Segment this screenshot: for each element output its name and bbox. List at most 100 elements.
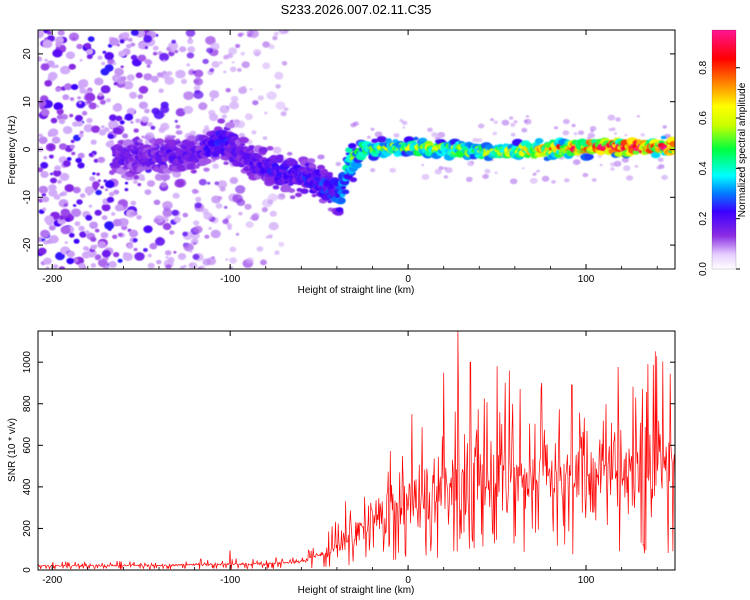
spectrogram-noise-cell — [133, 174, 139, 180]
spectrogram-noise-cell — [183, 264, 187, 268]
spectrogram-noise-cell — [147, 253, 152, 258]
spectrogram-noise-cell — [78, 101, 82, 105]
spectrogram-noise-cell — [443, 175, 449, 179]
spectrogram-noise-cell — [192, 70, 196, 74]
spectrogram-noise-cell — [77, 152, 85, 159]
spectrogram-noise-cell — [153, 218, 160, 224]
spectrogram-noise-cell — [38, 236, 43, 243]
spectrogram-noise-cell — [59, 192, 64, 197]
spectrogram-ridge-cell — [217, 118, 226, 124]
spectrogram-noise-cell — [138, 85, 149, 94]
spectrogram-ridge-cell — [258, 146, 268, 153]
spectrogram-noise-cell — [249, 216, 253, 220]
spectrogram-ridge-cell — [223, 161, 229, 165]
spectrogram-noise-cell — [187, 38, 194, 45]
spectrogram-noise-cell — [374, 131, 383, 138]
spectrogram-noise-cell — [262, 136, 268, 141]
spectrogram-noise-cell — [101, 215, 108, 221]
spectrogram-noise-cell — [72, 186, 81, 194]
spectrogram-noise-cell — [193, 242, 197, 245]
spectrogram-ridge-cell — [584, 153, 594, 160]
spectrogram-ridge-cell — [632, 149, 640, 155]
spectrogram-noise-cell — [237, 32, 243, 38]
spectrogram-noise-cell — [367, 135, 371, 139]
spectrogram-ridge-cell — [272, 185, 280, 190]
spectrogram-noise-cell — [211, 195, 221, 204]
spectrogram-noise-cell — [53, 169, 62, 177]
spectrogram-noise-cell — [117, 258, 123, 263]
spectrogram-noise-cell — [59, 65, 71, 75]
spectrogram-noise-cell — [156, 259, 162, 265]
spectrogram-noise-cell — [541, 175, 550, 182]
spectrogram-noise-cell — [521, 167, 525, 170]
snr-x-tick-label: 0 — [405, 575, 411, 586]
spectrogram-noise-cell — [490, 118, 494, 122]
spectrogram-noise-cell — [182, 212, 189, 218]
spectrogram-noise-cell — [56, 114, 64, 120]
spectrogram-noise-cell — [189, 263, 193, 266]
spectrogram-noise-cell — [52, 49, 63, 58]
spectrogram-noise-cell — [241, 61, 250, 69]
spectrogram-noise-cell — [90, 263, 97, 268]
spectrogram-noise-cell — [587, 132, 596, 139]
spectrogram-noise-cell — [477, 138, 483, 143]
spectrogram-noise-cell — [202, 58, 209, 64]
spectrogram-noise-cell — [127, 243, 134, 249]
spectrogram-noise-cell — [97, 156, 106, 163]
spectrogram-noise-cell — [104, 52, 114, 60]
spectrogram-noise-cell — [277, 193, 286, 200]
spectrogram-noise-cell — [551, 180, 556, 184]
spectrogram-noise-cell — [206, 181, 211, 185]
spectrogram-noise-cell — [112, 103, 123, 112]
spectrogram-noise-cell — [438, 166, 444, 171]
spectrogram-noise-cell — [70, 139, 75, 143]
spectrogram-noise-cell — [96, 104, 100, 108]
spectrogram-noise-cell — [209, 90, 220, 99]
spectrogram-noise-cell — [122, 252, 133, 261]
spectrogram-noise-cell — [108, 191, 115, 197]
spectrogram-x-tick-label: -100 — [220, 274, 240, 285]
spectrogram-noise-cell — [248, 30, 259, 38]
spectrogram-noise-cell — [53, 194, 61, 200]
colorbar-frame — [711, 29, 737, 270]
spectrogram-noise-cell — [217, 180, 228, 189]
spectrogram-noise-cell — [89, 221, 98, 229]
spectrogram-noise-cell — [210, 42, 220, 51]
spectrogram-noise-cell — [40, 229, 50, 238]
spectrogram-ridge-cell — [288, 188, 296, 193]
spectrogram-ridge-cell — [132, 145, 139, 150]
spectrogram-noise-cell — [101, 61, 106, 66]
spectrogram-noise-cell — [198, 178, 207, 186]
spectrogram-noise-cell — [97, 55, 103, 60]
spectrogram-noise-cell — [578, 130, 585, 135]
spectrogram-y-tick-label: 20 — [22, 48, 33, 60]
spectrogram-noise-cell — [45, 266, 50, 269]
spectrogram-noise-cell — [96, 172, 100, 176]
spectrogram-noise-cell — [268, 234, 273, 239]
spectrogram-noise-cell — [162, 70, 167, 75]
spectrogram-noise-cell — [244, 203, 252, 210]
spectrogram-noise-cell — [77, 96, 81, 100]
spectrogram-ridge-cell — [225, 122, 235, 129]
spectrogram-noise-cell — [44, 58, 48, 62]
spectrogram-ridge-cell — [339, 193, 346, 198]
spectrogram-noise-cell — [254, 52, 260, 57]
spectrogram-noise-cell — [171, 39, 176, 44]
spectrogram-noise-cell — [227, 226, 232, 231]
spectrogram-ridge-cell — [348, 143, 357, 149]
spectrogram-noise-cell — [118, 50, 126, 57]
spectrogram-noise-cell — [78, 262, 86, 269]
spectrogram-noise-cell — [225, 258, 229, 261]
spectrogram-noise-cell — [640, 133, 645, 137]
spectrogram-noise-cell — [55, 87, 61, 92]
spectrogram-ridge-cell — [138, 142, 144, 147]
spectrogram-noise-cell — [171, 209, 179, 216]
spectrogram-noise-cell — [521, 127, 528, 133]
spectrogram-noise-cell — [529, 177, 538, 184]
spectrogram-noise-cell — [86, 48, 94, 55]
spectrogram-ridge-cell — [349, 177, 357, 183]
spectrogram-noise-cell — [79, 130, 84, 135]
spectrogram-noise-cell — [179, 46, 187, 53]
spectrogram-noise-cell — [525, 115, 530, 118]
